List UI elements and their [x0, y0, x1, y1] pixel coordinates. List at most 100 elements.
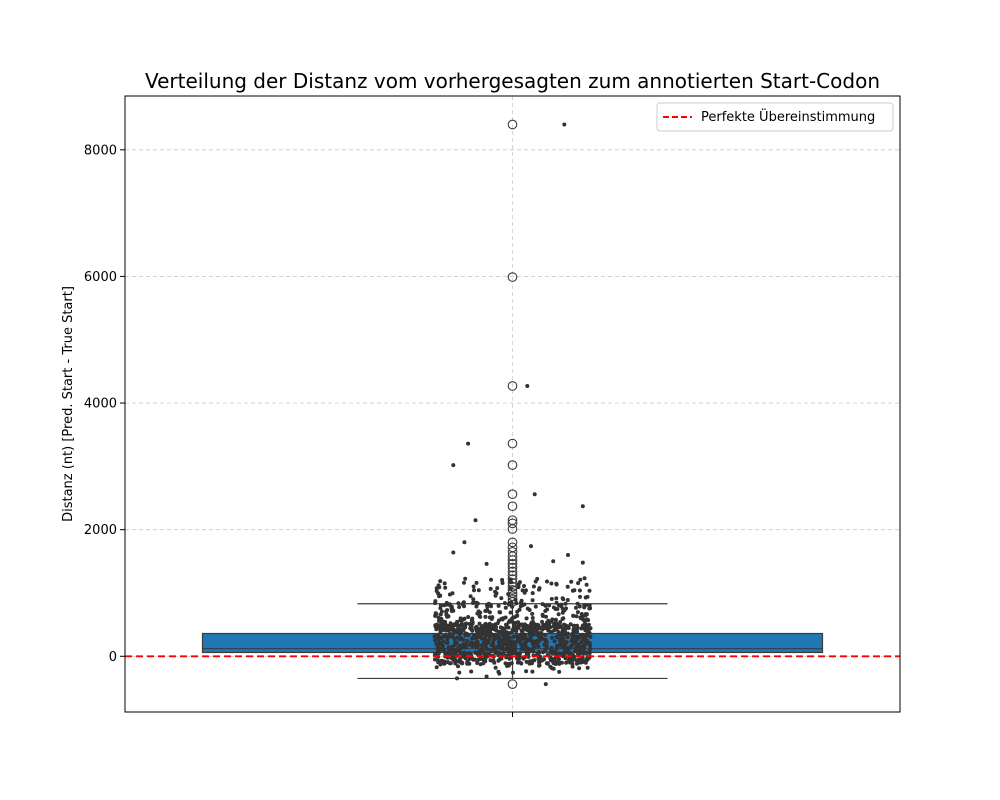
- strip-point: [477, 657, 482, 661]
- strip-point: [508, 600, 513, 605]
- strip-point: [584, 582, 589, 587]
- strip-point: [494, 628, 499, 633]
- strip-point: [572, 588, 577, 593]
- strip-point: [517, 580, 522, 585]
- strip-point: [483, 654, 488, 659]
- strip-point: [522, 584, 526, 588]
- strip-point: [474, 604, 479, 609]
- strip-point: [436, 635, 441, 640]
- y-tick-label: 6000: [84, 270, 117, 285]
- strip-point: [530, 598, 535, 603]
- strip-point: [436, 642, 441, 647]
- strip-point: [433, 601, 438, 606]
- strip-point: [474, 632, 479, 637]
- strip-point: [518, 634, 523, 639]
- strip-point: [496, 650, 501, 655]
- strip-point: [477, 614, 482, 619]
- strip-point: [580, 560, 585, 565]
- strip-point: [510, 620, 515, 624]
- strip-point: [470, 628, 475, 633]
- strip-points: [432, 122, 593, 687]
- strip-point: [587, 641, 592, 645]
- strip-point: [463, 576, 468, 581]
- strip-point: [506, 641, 511, 646]
- strip-point: [509, 661, 514, 666]
- strip-point: [471, 597, 476, 602]
- strip-point: [530, 632, 535, 637]
- strip-point: [580, 504, 585, 509]
- strip-point: [442, 603, 447, 608]
- strip-point: [570, 632, 574, 637]
- strip-point: [532, 658, 537, 663]
- outlier-marker: [507, 551, 518, 562]
- strip-point: [500, 626, 505, 631]
- strip-point: [564, 606, 568, 611]
- strip-point: [551, 666, 556, 671]
- strip-point: [543, 603, 548, 608]
- strip-point: [448, 603, 453, 608]
- strip-point: [443, 585, 448, 590]
- strip-point: [481, 640, 486, 645]
- strip-point: [570, 656, 574, 661]
- strip-point: [503, 647, 508, 651]
- strip-point: [446, 660, 450, 665]
- strip-point: [455, 635, 460, 640]
- strip-point: [478, 628, 483, 633]
- strip-point: [558, 642, 563, 647]
- strip-point: [535, 622, 540, 627]
- strip-point: [559, 660, 564, 665]
- strip-point: [458, 618, 463, 623]
- strip-point: [470, 636, 475, 641]
- strip-point: [577, 604, 582, 609]
- strip-point: [574, 627, 579, 632]
- strip-point: [548, 664, 553, 669]
- strip-point: [537, 663, 541, 668]
- strip-point: [494, 632, 499, 637]
- strip-point: [588, 626, 593, 631]
- strip-point: [586, 650, 591, 655]
- strip-point: [535, 640, 540, 645]
- strip-point: [587, 631, 592, 635]
- strip-point: [521, 647, 526, 652]
- outlier-marker: [507, 272, 518, 282]
- y-tick-label: 0: [109, 650, 117, 665]
- outlier-marker: [507, 577, 518, 588]
- strip-point: [504, 630, 509, 635]
- strip-point: [505, 638, 510, 643]
- strip-point: [557, 623, 562, 628]
- strip-point: [561, 597, 566, 602]
- strip-point: [540, 614, 545, 618]
- strip-point: [549, 650, 554, 655]
- strip-point: [571, 641, 576, 646]
- strip-point: [546, 618, 551, 623]
- strip-point: [496, 603, 501, 608]
- strip-point: [587, 603, 592, 608]
- outlier-marker: [507, 562, 518, 573]
- strip-point: [438, 630, 443, 635]
- strip-point: [588, 634, 593, 639]
- strip-point: [538, 654, 543, 659]
- strip-point: [453, 640, 458, 645]
- strip-point: [537, 634, 542, 639]
- strip-point: [438, 647, 443, 651]
- strip-point: [456, 625, 461, 630]
- outlier-marker: [507, 559, 518, 569]
- strip-point: [514, 634, 519, 639]
- strip-point: [441, 659, 446, 664]
- strip-point: [499, 596, 504, 601]
- strip-point: [446, 646, 451, 651]
- strip-point: [457, 605, 462, 609]
- strip-point: [578, 594, 582, 599]
- strip-point: [446, 651, 451, 656]
- strip-point: [455, 676, 459, 681]
- strip-point: [474, 600, 479, 605]
- strip-point: [492, 636, 497, 641]
- strip-point: [514, 629, 519, 634]
- outlier-marker: [507, 381, 518, 391]
- outlier-marker: [507, 570, 518, 581]
- strip-point: [533, 604, 538, 609]
- outlier-marker: [507, 438, 518, 449]
- strip-point: [535, 626, 540, 631]
- strip-point: [445, 608, 450, 613]
